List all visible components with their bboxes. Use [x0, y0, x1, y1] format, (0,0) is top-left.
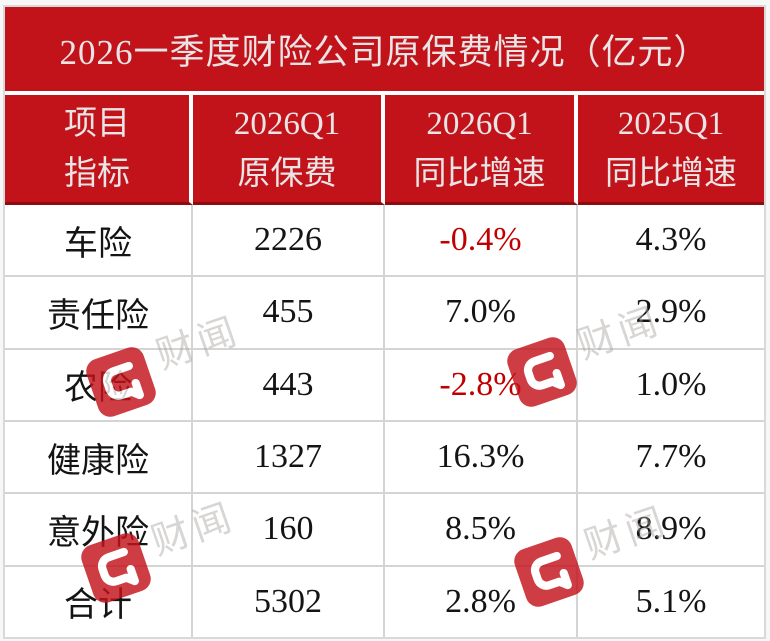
header-line: 同比增速 — [413, 155, 546, 192]
header-cell-2026q1-premium: 2026Q1 原保费 — [193, 95, 385, 205]
row-label-cell: 健康险 — [5, 421, 193, 493]
table-header-row: 项目 指标 2026Q1 原保费 2026Q1 同比增速 2025Q1 同比增速 — [5, 95, 764, 205]
header-line: 同比增速 — [605, 155, 737, 192]
premium-cell: 443 — [193, 349, 385, 420]
growth-2026-cell: 2.8% — [385, 566, 578, 637]
premium-table: 2026一季度财险公司原保费情况（亿元） 项目 指标 2026Q1 原保费 20… — [3, 5, 766, 639]
premium-cell: 160 — [193, 494, 385, 565]
growth-2026-cell: 7.0% — [385, 277, 578, 348]
growth-2026-cell: -0.4% — [385, 205, 578, 276]
table-title: 2026一季度财险公司原保费情况（亿元） — [59, 32, 710, 72]
table-row: 农险 443 -2.8% 1.0% — [5, 349, 764, 422]
growth-2026-cell: 16.3% — [385, 421, 578, 493]
row-label-cell: 车险 — [5, 205, 193, 276]
table-row: 合计 5302 2.8% 5.1% — [5, 566, 764, 637]
growth-2026-cell: -2.8% — [385, 349, 578, 420]
header-line: 指标 — [64, 155, 130, 192]
table-row: 健康险 1327 16.3% 7.7% — [5, 421, 764, 495]
table-row: 责任险 455 7.0% 2.9% — [5, 277, 764, 350]
row-label-cell: 责任险 — [5, 277, 193, 348]
row-label-cell: 意外险 — [5, 494, 193, 565]
growth-2025-cell: 2.9% — [635, 293, 707, 331]
header-line: 2026Q1 — [426, 105, 533, 142]
growth-2025-cell: 7.7% — [635, 438, 707, 476]
table-row: 车险 2226 -0.4% 4.3% — [5, 205, 764, 278]
premium-cell: 5302 — [193, 566, 385, 637]
growth-2025-cell: 1.0% — [635, 365, 707, 403]
table-row: 意外险 160 8.5% 8.9% — [5, 494, 764, 567]
header-line: 2026Q1 — [233, 105, 341, 142]
header-cell-2026q1-growth: 2026Q1 同比增速 — [385, 95, 578, 205]
premium-cell: 1327 — [193, 421, 385, 493]
growth-2025-cell: 8.9% — [635, 510, 707, 548]
table-title-bar: 2026一季度财险公司原保费情况（亿元） — [5, 7, 764, 91]
growth-2025-cell: 5.1% — [635, 582, 707, 620]
growth-2026-cell: 8.5% — [385, 494, 578, 565]
row-label-cell: 农险 — [5, 349, 193, 420]
row-label-cell: 合计 — [5, 566, 193, 637]
growth-2025-cell: 4.3% — [635, 221, 707, 259]
header-line: 项目 — [64, 105, 130, 142]
premium-cell: 2226 — [193, 205, 385, 276]
premium-cell: 455 — [193, 277, 385, 348]
header-line: 原保费 — [237, 155, 337, 192]
header-line: 2025Q1 — [617, 105, 725, 142]
header-cell-item-indicator: 项目 指标 — [5, 95, 193, 205]
header-cell-2025q1-growth: 2025Q1 同比增速 — [578, 95, 764, 205]
